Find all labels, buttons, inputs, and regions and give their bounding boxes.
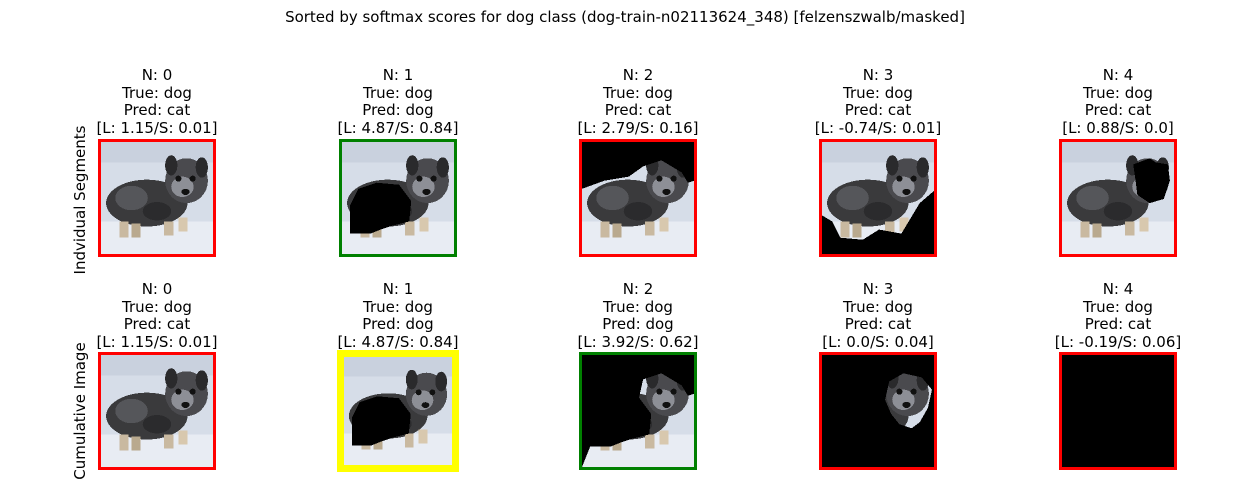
dog-image bbox=[582, 142, 694, 254]
cell-title-n: N: 4 bbox=[1102, 66, 1134, 84]
segment-image bbox=[1059, 139, 1177, 257]
cell-title-pred: Pred: dog bbox=[362, 315, 434, 333]
cell-title-true: True: dog bbox=[603, 83, 673, 102]
cell-title-scores: [L: 0.0/S: 0.04] bbox=[822, 332, 934, 351]
cell-title-scores: [L: 1.15/S: 0.01] bbox=[96, 332, 218, 351]
cell-title-n: N: 1 bbox=[382, 280, 414, 298]
segment-image bbox=[579, 352, 697, 470]
dog-image bbox=[344, 357, 452, 465]
cell-title: N: 4 True: dog Pred: cat [L: -0.19/S: 0.06] bbox=[1038, 280, 1198, 351]
cell-title: N: 3 True: dog Pred: cat [L: -0.74/S: 0.01] bbox=[798, 66, 958, 137]
cell-title-true: True: dog bbox=[1083, 297, 1153, 316]
cell-title-n: N: 3 bbox=[862, 66, 894, 84]
cell-title-scores: [L: 4.87/S: 0.84] bbox=[337, 118, 459, 137]
segment-image bbox=[98, 139, 216, 257]
cell-title-true: True: dog bbox=[122, 297, 192, 316]
segment-image bbox=[819, 352, 937, 470]
cell-title-n: N: 3 bbox=[862, 280, 894, 298]
cell-title: N: 4 True: dog Pred: cat [L: 0.88/S: 0.0] bbox=[1038, 66, 1198, 137]
cell-title-scores: [L: 4.87/S: 0.84] bbox=[337, 332, 459, 351]
segment-image bbox=[337, 350, 459, 472]
cell-title: N: 1 True: dog Pred: dog [L: 4.87/S: 0.84] bbox=[318, 66, 478, 137]
cell-title-n: N: 0 bbox=[141, 66, 173, 84]
cell-title-scores: [L: -0.74/S: 0.01] bbox=[814, 118, 942, 137]
segment-image bbox=[98, 352, 216, 470]
cell-title-true: True: dog bbox=[363, 297, 433, 316]
dog-image bbox=[101, 142, 213, 254]
cell-title-n: N: 1 bbox=[382, 66, 414, 84]
row-label-individual-segments: Indvidual Segments bbox=[71, 125, 89, 275]
dog-image bbox=[822, 355, 934, 467]
cell-title-true: True: dog bbox=[603, 297, 673, 316]
cell-title-true: True: dog bbox=[363, 83, 433, 102]
cell-title-scores: [L: 3.92/S: 0.62] bbox=[577, 332, 699, 351]
cell-title-pred: Pred: dog bbox=[602, 315, 674, 333]
segment-image bbox=[339, 139, 457, 257]
dog-image bbox=[1062, 355, 1174, 467]
cell-title-true: True: dog bbox=[1083, 83, 1153, 102]
cell-title-pred: Pred: cat bbox=[1084, 315, 1152, 333]
dog-image bbox=[822, 142, 934, 254]
segment-image bbox=[579, 139, 697, 257]
cell-title-n: N: 2 bbox=[622, 280, 654, 298]
cell-title: N: 0 True: dog Pred: cat [L: 1.15/S: 0.01] bbox=[77, 280, 237, 351]
dog-image bbox=[101, 355, 213, 467]
cell-title-scores: [L: 0.88/S: 0.0] bbox=[1062, 118, 1174, 137]
cell-title-true: True: dog bbox=[122, 83, 192, 102]
cell-title-scores: [L: 1.15/S: 0.01] bbox=[96, 118, 218, 137]
cell-title: N: 3 True: dog Pred: cat [L: 0.0/S: 0.04] bbox=[798, 280, 958, 351]
cell-title-scores: [L: -0.19/S: 0.06] bbox=[1054, 332, 1182, 351]
cell-title-true: True: dog bbox=[843, 297, 913, 316]
cell-title: N: 0 True: dog Pred: cat [L: 1.15/S: 0.01] bbox=[77, 66, 237, 137]
cell-title-pred: Pred: cat bbox=[844, 315, 912, 333]
dog-image bbox=[582, 355, 694, 467]
cell-title-pred: Pred: dog bbox=[362, 101, 434, 119]
cell-title: N: 2 True: dog Pred: dog [L: 3.92/S: 0.62] bbox=[558, 280, 718, 351]
cell-title-true: True: dog bbox=[843, 83, 913, 102]
dog-image bbox=[342, 142, 454, 254]
cell-title-n: N: 2 bbox=[622, 66, 654, 84]
cell-title: N: 2 True: dog Pred: cat [L: 2.79/S: 0.16] bbox=[558, 66, 718, 137]
segment-image bbox=[819, 139, 937, 257]
cell-title: N: 1 True: dog Pred: dog [L: 4.87/S: 0.84] bbox=[318, 280, 478, 351]
cell-title-pred: Pred: cat bbox=[1084, 101, 1152, 119]
cell-title-scores: [L: 2.79/S: 0.16] bbox=[577, 118, 699, 137]
cell-title-pred: Pred: cat bbox=[844, 101, 912, 119]
row-label-cumulative-image: Cumulative Image bbox=[71, 342, 89, 480]
segment-image bbox=[1059, 352, 1177, 470]
dog-image bbox=[1062, 142, 1174, 254]
cell-title-pred: Pred: cat bbox=[123, 101, 191, 119]
cell-title-pred: Pred: cat bbox=[604, 101, 672, 119]
cell-title-n: N: 4 bbox=[1102, 280, 1134, 298]
figure-title: Sorted by softmax scores for dog class (… bbox=[285, 8, 965, 26]
cell-title-pred: Pred: cat bbox=[123, 315, 191, 333]
cell-title-n: N: 0 bbox=[141, 280, 173, 298]
